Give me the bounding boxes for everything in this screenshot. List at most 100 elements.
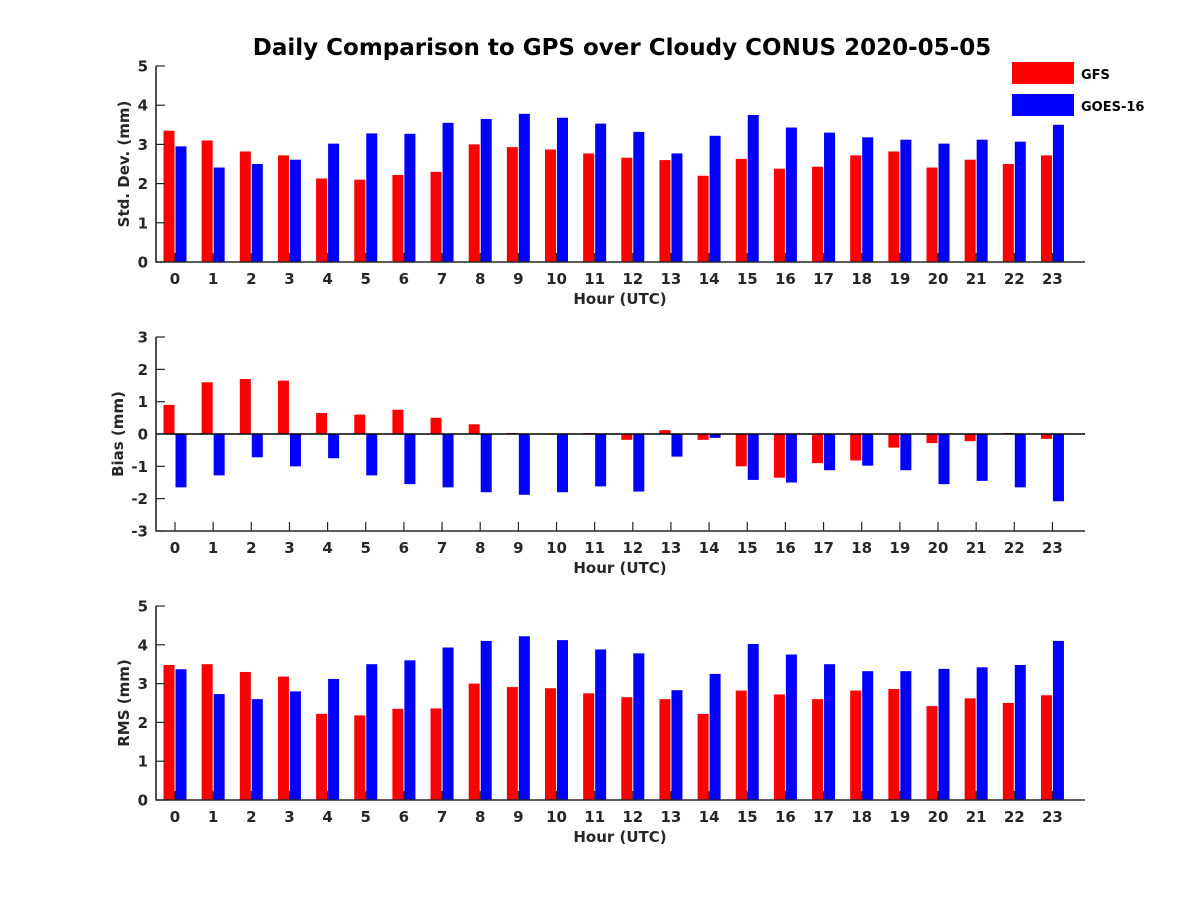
bar-gfs-hour-14 [697, 713, 709, 800]
bar-goes16-hour-16 [785, 434, 797, 483]
y-tick-label: -2 [131, 490, 148, 508]
x-tick-label: 10 [546, 270, 567, 288]
bar-goes16-hour-12 [633, 131, 645, 262]
y-axis-label: Bias (mm) [109, 391, 127, 477]
bar-gfs-hour-23 [1040, 695, 1052, 800]
y-tick-label: 3 [138, 675, 148, 693]
bar-goes16-hour-16 [785, 127, 797, 262]
x-tick-label: 9 [513, 270, 523, 288]
bar-goes16-hour-19 [900, 139, 912, 262]
bar-goes16-hour-3 [289, 159, 301, 262]
x-tick-label: 7 [437, 270, 447, 288]
x-tick-label: 3 [284, 539, 294, 557]
bar-goes16-hour-14 [709, 673, 721, 800]
bar-goes16-hour-12 [633, 434, 645, 492]
bar-goes16-hour-5 [366, 664, 378, 800]
x-tick-label: 7 [437, 539, 447, 557]
x-tick-label: 2 [246, 270, 256, 288]
y-tick-label: 3 [138, 136, 148, 154]
bar-goes16-hour-13 [671, 434, 683, 457]
x-tick-label: 18 [851, 270, 872, 288]
bar-goes16-hour-4 [328, 143, 340, 262]
x-tick-label: 3 [284, 808, 294, 826]
bar-gfs-hour-16 [773, 694, 785, 800]
y-tick-label: 1 [138, 393, 148, 411]
bar-goes16-hour-13 [671, 690, 683, 800]
x-tick-label: 12 [622, 270, 643, 288]
bar-goes16-hour-1 [213, 167, 225, 262]
y-tick-label: 0 [138, 254, 148, 272]
bar-goes16-hour-21 [976, 434, 988, 481]
bar-gfs-hour-9 [506, 687, 518, 800]
bar-gfs-hour-19 [888, 151, 900, 262]
bar-goes16-hour-14 [709, 135, 721, 262]
bar-gfs-hour-11 [583, 693, 595, 800]
x-tick-label: 5 [361, 808, 371, 826]
bar-goes16-hour-21 [976, 139, 988, 262]
bar-goes16-hour-3 [289, 691, 301, 800]
x-tick-label: 13 [661, 539, 682, 557]
bar-gfs-hour-8 [468, 424, 480, 434]
bar-goes16-hour-3 [289, 434, 301, 467]
x-tick-label: 20 [928, 270, 949, 288]
x-tick-label: 14 [699, 539, 720, 557]
y-tick-label: 4 [138, 636, 148, 654]
x-tick-label: 0 [170, 539, 180, 557]
x-tick-label: 2 [246, 539, 256, 557]
bar-goes16-hour-18 [862, 671, 874, 800]
y-tick-label: 0 [138, 426, 148, 444]
x-axis-label: Hour (UTC) [573, 290, 666, 308]
bar-gfs-hour-14 [697, 175, 709, 262]
bar-gfs-hour-12 [621, 157, 633, 262]
x-tick-label: 16 [775, 539, 796, 557]
bar-gfs-hour-2 [239, 379, 251, 434]
x-tick-label: 22 [1004, 539, 1025, 557]
y-tick-label: 1 [138, 214, 148, 232]
x-tick-label: 15 [737, 270, 758, 288]
x-tick-label: 2 [246, 808, 256, 826]
bar-goes16-hour-10 [557, 434, 568, 493]
y-tick-label: -1 [131, 458, 148, 476]
y-axis-label: RMS (mm) [115, 659, 133, 746]
bar-goes16-hour-10 [557, 640, 568, 800]
x-tick-label: 1 [208, 270, 218, 288]
bar-goes16-hour-1 [213, 434, 225, 476]
bar-gfs-hour-21 [964, 159, 976, 262]
bar-goes16-hour-11 [595, 649, 607, 800]
bar-goes16-hour-23 [1052, 124, 1064, 262]
x-tick-label: 6 [399, 270, 409, 288]
x-tick-label: 19 [889, 270, 910, 288]
bar-gfs-hour-22 [1002, 164, 1014, 262]
x-tick-label: 18 [851, 808, 872, 826]
bar-goes16-hour-20 [938, 668, 950, 800]
y-tick-label: 0 [138, 792, 148, 810]
x-tick-label: 6 [399, 808, 409, 826]
y-tick-label: 5 [138, 58, 148, 76]
bar-goes16-hour-0 [175, 669, 187, 800]
x-tick-label: 22 [1004, 270, 1025, 288]
bar-goes16-hour-0 [175, 146, 187, 262]
bar-goes16-hour-15 [747, 115, 759, 262]
bar-gfs-hour-6 [392, 409, 404, 434]
bar-gfs-hour-16 [773, 168, 785, 262]
bar-goes16-hour-11 [595, 123, 607, 263]
bar-goes16-hour-8 [480, 118, 492, 262]
bar-gfs-hour-17 [812, 166, 824, 262]
legend-swatch-goes16 [1012, 94, 1074, 116]
bar-goes16-hour-4 [328, 678, 340, 800]
bar-gfs-hour-4 [316, 713, 328, 800]
x-tick-label: 16 [775, 270, 796, 288]
bar-gfs-hour-8 [468, 144, 480, 262]
x-tick-label: 12 [622, 808, 643, 826]
bar-goes16-hour-7 [442, 122, 454, 262]
bar-goes16-hour-12 [633, 653, 645, 800]
bar-gfs-hour-4 [316, 412, 328, 434]
bar-goes16-hour-18 [862, 434, 874, 466]
bar-goes16-hour-23 [1052, 434, 1064, 502]
bar-gfs-hour-19 [888, 434, 900, 448]
x-tick-label: 15 [737, 808, 758, 826]
legend-swatch-gfs [1012, 62, 1074, 84]
bar-goes16-hour-5 [366, 434, 378, 476]
